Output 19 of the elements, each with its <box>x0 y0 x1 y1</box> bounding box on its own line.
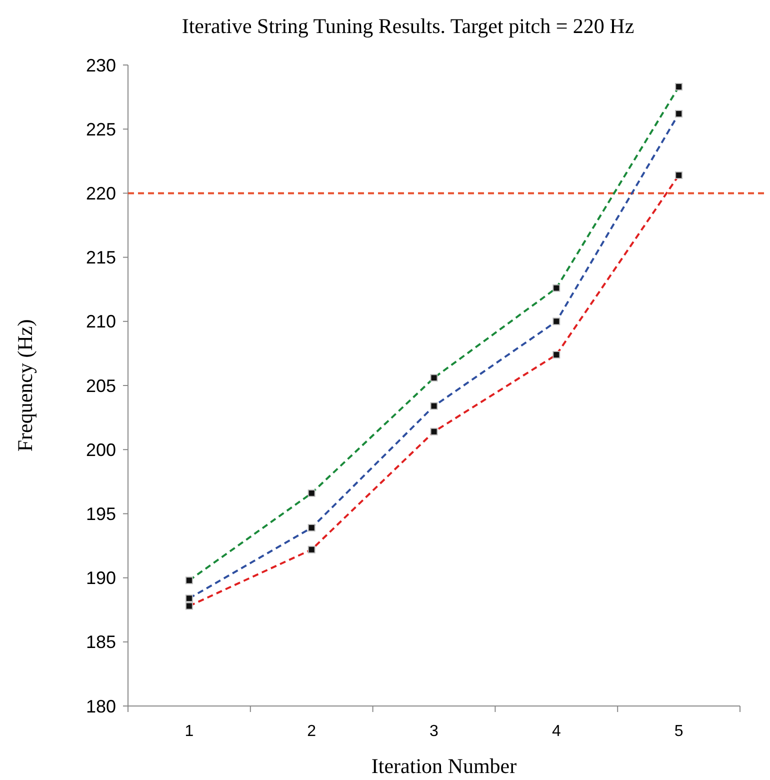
y-tick-label: 210 <box>86 312 116 332</box>
x-tick-label: 3 <box>430 723 439 740</box>
y-tick-label: 195 <box>86 504 116 524</box>
x-tick-label: 1 <box>184 723 194 740</box>
y-tick-label: 190 <box>86 568 116 588</box>
x-axis-title: Iteration Number <box>371 754 517 778</box>
y-tick-label: 200 <box>86 440 116 460</box>
chart-title: Iterative String Tuning Results. Target pitch = 220 Hz <box>182 14 634 38</box>
x-tick-label: 2 <box>307 723 316 740</box>
y-tick-label: 185 <box>86 632 116 652</box>
y-tick-label: 180 <box>86 696 116 716</box>
y-tick-label: 215 <box>86 248 116 268</box>
y-tick-label: 225 <box>86 119 116 140</box>
x-tick-label: 4 <box>552 723 561 740</box>
y-tick-label: 205 <box>86 376 116 396</box>
x-tick-label: 5 <box>674 723 684 740</box>
y-tick-label: 230 <box>86 55 116 76</box>
y-axis-title: Frequency (Hz) <box>13 319 37 452</box>
y-tick-label: 220 <box>86 184 116 204</box>
